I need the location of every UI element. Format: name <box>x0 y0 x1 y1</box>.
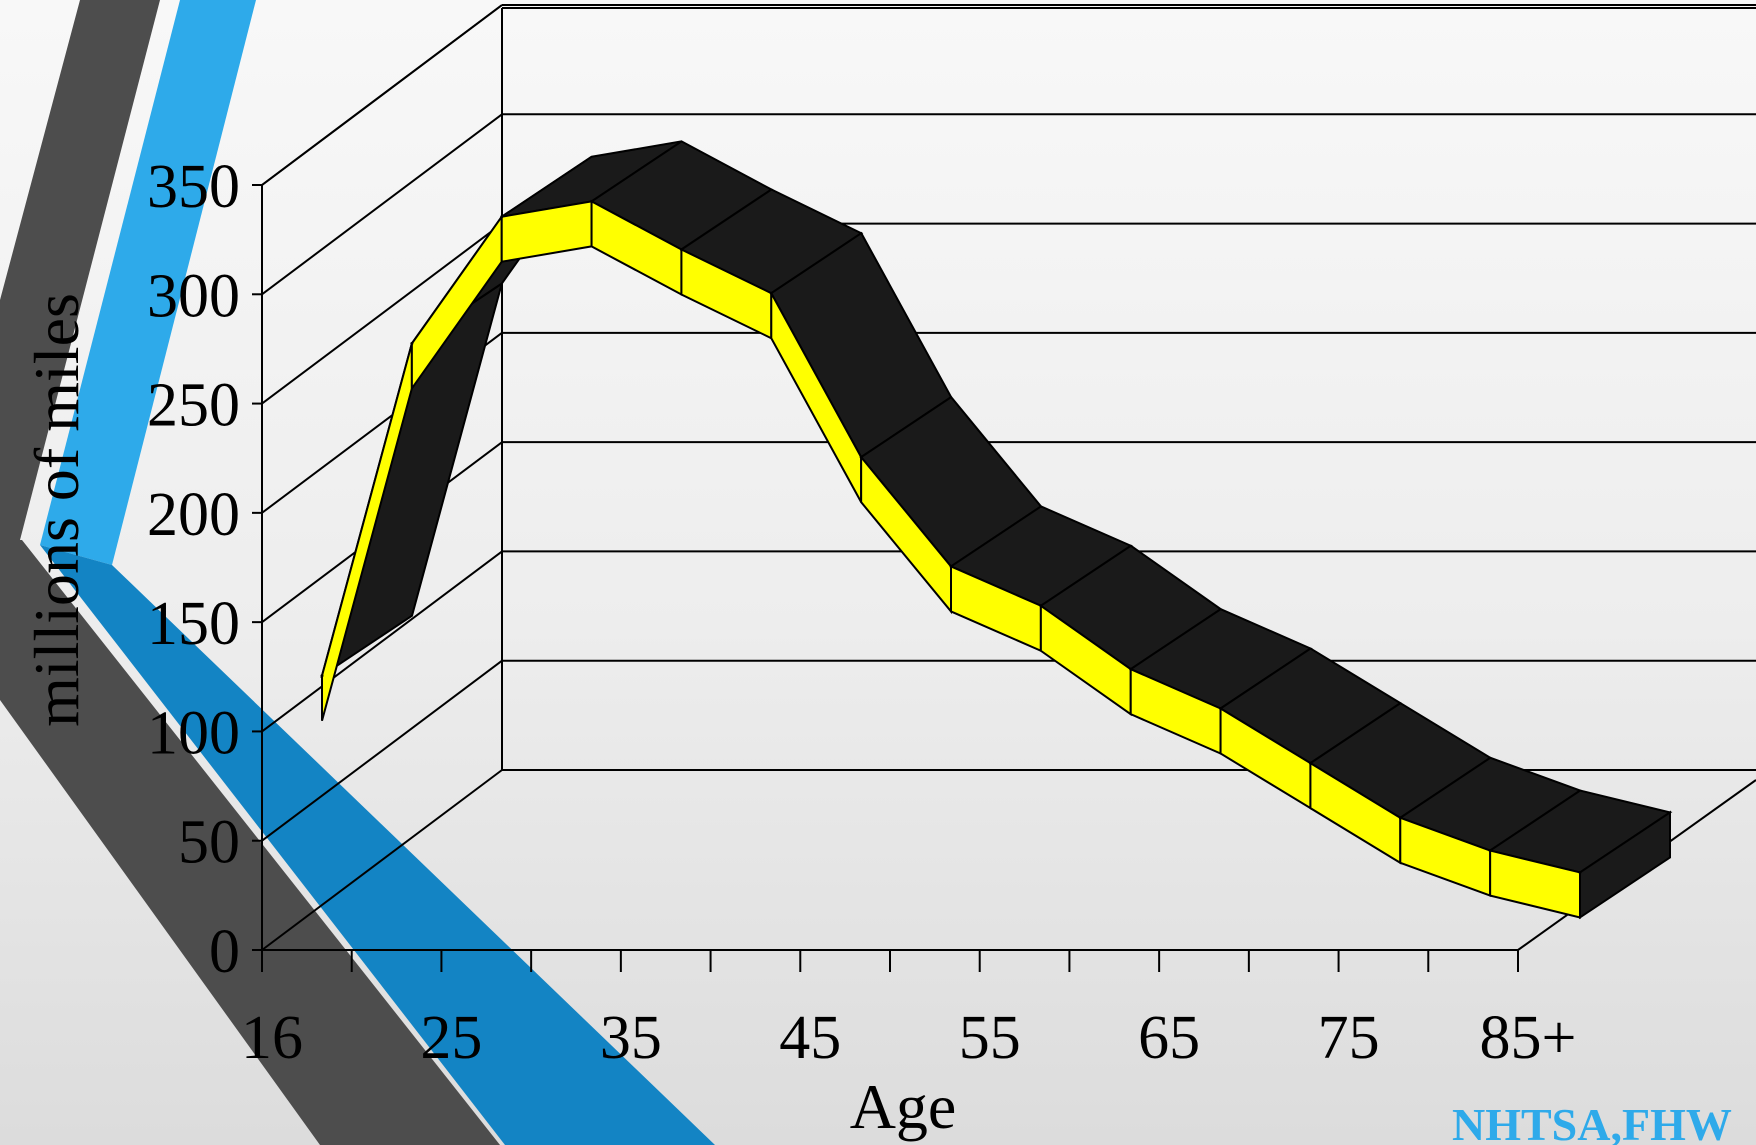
data-point <box>1039 604 1043 608</box>
y-tick-label: 200 <box>147 481 240 549</box>
data-point <box>1578 870 1582 874</box>
axis-ticks: 16 25 35 45 55 65 75 85+ <box>241 950 1576 1072</box>
stripe-gray-lower <box>0 540 500 1145</box>
x-tick-label: 35 <box>600 1004 662 1072</box>
data-point <box>500 215 504 219</box>
source-credit: NHTSA,FHW <box>1452 1099 1732 1145</box>
y-tick-label: 0 <box>209 918 240 986</box>
x-tick-label: 25 <box>420 1004 482 1072</box>
x-tick-label: 75 <box>1318 1004 1380 1072</box>
y-tick-label: 350 <box>147 153 240 221</box>
data-point <box>679 248 683 251</box>
gridline-side <box>261 113 503 296</box>
y-tick-label: 250 <box>147 372 240 440</box>
data-point <box>590 199 594 203</box>
gridline-side <box>261 550 503 733</box>
x-tick-label: 16 <box>241 1004 303 1072</box>
x-axis-label: Age <box>850 1071 957 1142</box>
data-point <box>320 674 324 678</box>
data-point <box>1219 707 1223 710</box>
gridline-side <box>261 222 503 405</box>
x-tick-label: 45 <box>779 1004 841 1072</box>
x-tick-label: 85+ <box>1480 1004 1577 1072</box>
gridline-side <box>261 769 503 951</box>
top-side-edge <box>261 4 503 186</box>
data-point <box>1398 816 1402 820</box>
data-point <box>1488 849 1492 853</box>
y-axis-label: millions of miles <box>21 293 92 727</box>
data-point <box>769 291 773 295</box>
y-tick-label: 50 <box>178 809 240 877</box>
data-point <box>859 455 863 459</box>
stripe-blue-upper <box>40 0 256 565</box>
x-tick-label: 65 <box>1138 1004 1200 1072</box>
data-ribbon <box>320 140 1673 920</box>
y-tick-label: 100 <box>147 699 240 767</box>
gridline-side <box>261 659 503 842</box>
data-point <box>949 564 953 568</box>
stripe-blue-lower <box>40 545 715 1145</box>
ribbon-segment <box>1489 849 1581 919</box>
data-point <box>1129 667 1133 671</box>
decorative-stripes <box>0 0 715 1145</box>
data-point <box>1308 761 1312 765</box>
y-tick-label: 150 <box>147 590 240 658</box>
stripe-gray-upper <box>0 0 160 540</box>
x-tick-label: 55 <box>959 1004 1021 1072</box>
y-tick-label: 300 <box>147 262 240 330</box>
data-point <box>410 341 414 345</box>
